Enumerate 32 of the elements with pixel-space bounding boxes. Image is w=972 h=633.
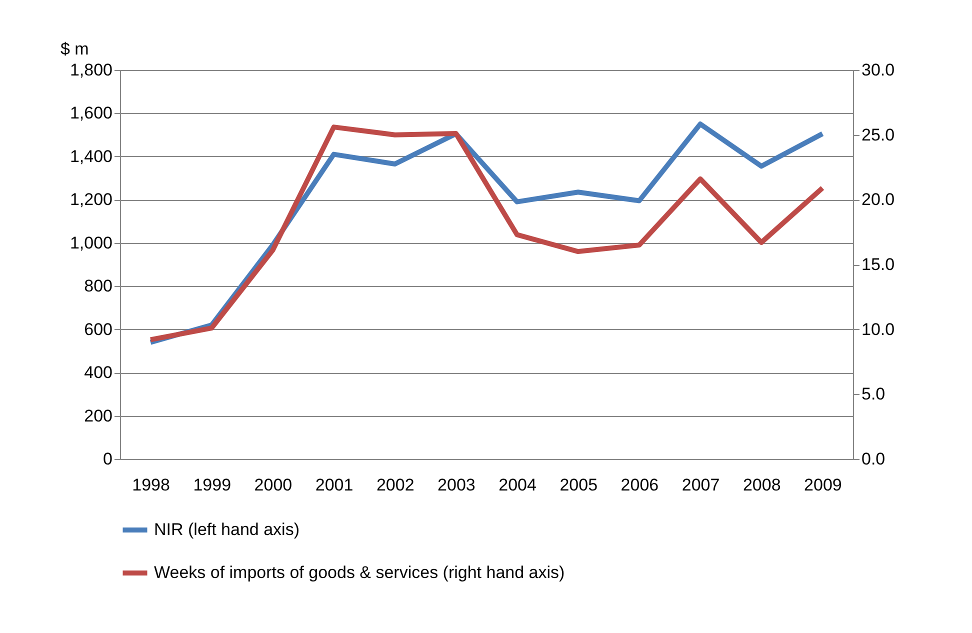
y-tick-label: 200 <box>84 406 112 426</box>
x-tick-label: 2009 <box>804 476 842 494</box>
x-tick-label: 2001 <box>315 476 354 494</box>
y-tick-label: 1,000 <box>70 233 112 252</box>
y2-tick-label: 15.0 <box>862 255 895 274</box>
y2-tick-label: 10.0 <box>862 320 895 339</box>
y-tick-label: 1,800 <box>70 60 112 80</box>
y-tick-label: 1,200 <box>70 190 112 210</box>
x-tick-label: 2005 <box>560 476 598 494</box>
y2-tick-label: 30.0 <box>862 60 895 80</box>
x-tick-label: 2007 <box>682 476 720 494</box>
x-tick-label: 2003 <box>438 476 476 494</box>
y2-tick-label: 5.0 <box>862 384 886 404</box>
y2-tick-label: 20.0 <box>862 190 895 210</box>
x-tick-label: 1998 <box>132 476 170 494</box>
y-tick-label: 1,400 <box>70 146 112 166</box>
x-tick-label: 2004 <box>498 476 536 494</box>
x-tick-label: 2006 <box>620 476 659 494</box>
x-tick-label: 1999 <box>193 476 232 494</box>
legend-label: Weeks of imports of goods & services (right hand axis) <box>154 563 565 582</box>
y-tick-label: 400 <box>84 363 112 382</box>
y-tick-label: 600 <box>84 320 112 339</box>
y-tick-label: 800 <box>84 276 112 296</box>
legend-label: NIR (left hand axis) <box>154 520 300 539</box>
y-tick-label: 1,600 <box>70 104 112 123</box>
y-tick-label: 0 <box>103 450 112 468</box>
y-axis-title: $ m <box>60 40 89 58</box>
y2-tick-label: 25.0 <box>862 125 895 144</box>
y2-tick-label: 0.0 <box>862 450 886 468</box>
x-tick-label: 2000 <box>254 476 292 494</box>
x-tick-label: 2002 <box>376 476 414 494</box>
x-tick-label: 2008 <box>742 476 781 494</box>
